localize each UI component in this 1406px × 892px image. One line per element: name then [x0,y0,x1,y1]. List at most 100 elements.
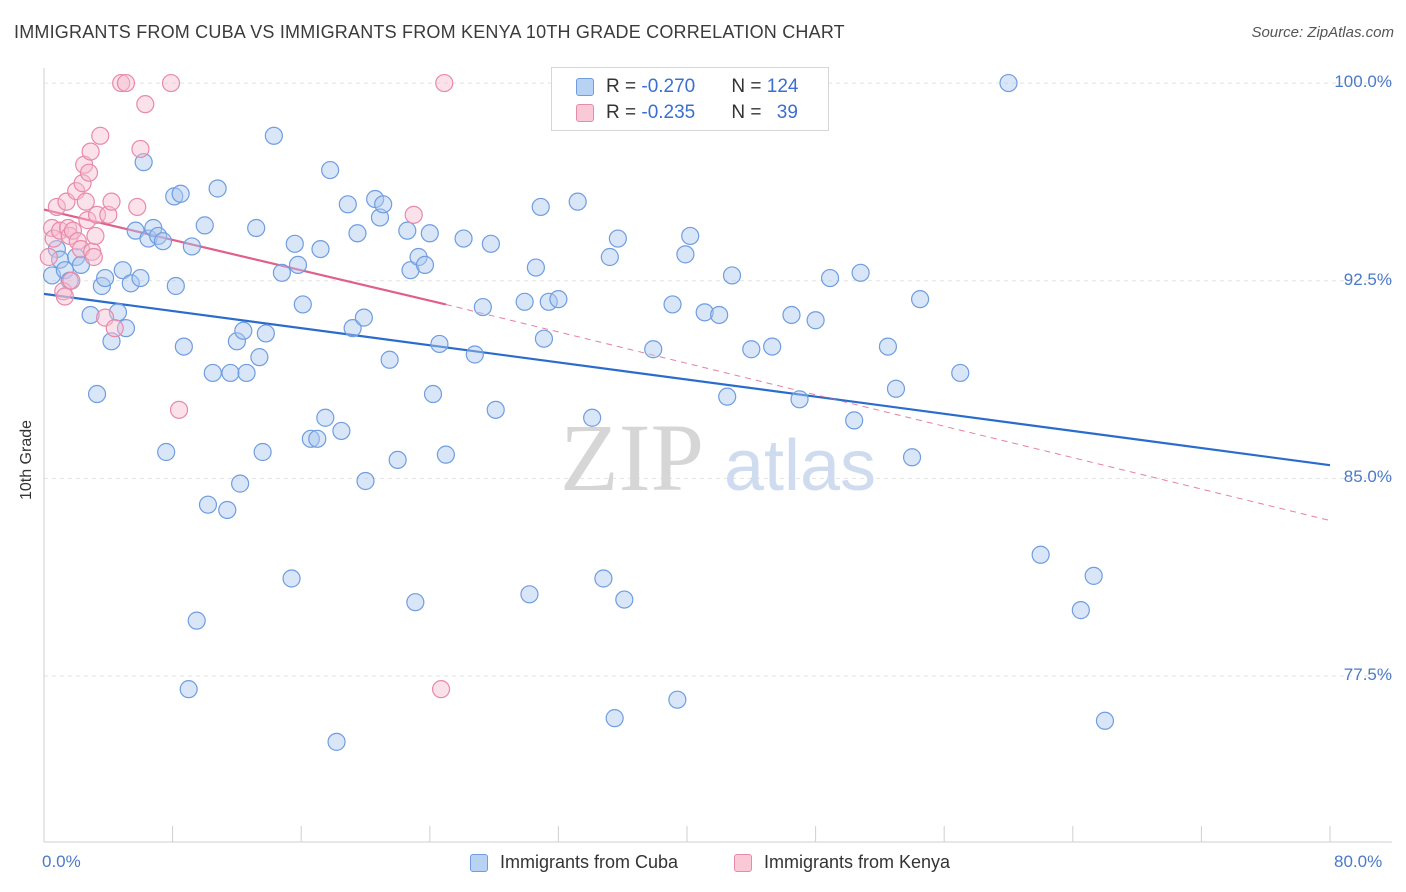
kenya-points [39,73,454,699]
kenya-r-value: -0.235 [641,102,696,123]
cuba-point [218,500,237,520]
legend-kenya-swatch [734,853,752,872]
legend-cuba-swatch [470,853,488,872]
legend-item-kenya: Immigrants from Kenya [734,852,950,873]
cuba-point [644,340,663,359]
cuba-point [910,290,930,309]
cuba-r-value: -0.270 [641,76,696,97]
cuba-point [338,195,357,214]
kenya-point [169,400,189,419]
cuba-point [81,305,100,325]
cuba-point [237,363,256,383]
cuba-point [668,690,687,709]
cuba-point [520,585,539,604]
cuba-point [121,274,140,293]
kenya-n-label: N = [731,102,767,123]
gridlines [44,82,1392,677]
cuba-point [231,474,250,493]
cuba-point [465,345,484,364]
cuba-point [568,192,587,211]
cuba-point [208,179,227,198]
kenya-point [55,287,74,306]
kenya-point [404,205,423,224]
cuba-point [436,445,455,464]
legend-row-cuba: R = -0.270 N = 124 [576,75,798,99]
cuba-point [534,329,554,348]
cuba-point [316,408,335,427]
cuba-point [615,590,634,609]
cuba-point [415,255,435,275]
cuba-point [742,340,761,359]
kenya-point [86,226,105,246]
cuba-point [166,276,185,296]
cuba-point [301,429,320,448]
legend-row-kenya: R = -0.235 N = 39 [576,101,798,125]
cuba-point [1095,711,1115,730]
source-label: Source: ZipAtlas.com [1251,24,1394,41]
cuba-point [1071,601,1090,620]
stats-legend: R = -0.270 N = 124 R = -0.235 N = 39 [551,67,829,131]
cuba-point [406,593,425,612]
kenya-point [102,192,121,211]
cuba-point [398,221,417,240]
cuba-point [583,408,602,427]
cuba-point [87,384,107,404]
cuba-point [851,263,870,282]
kenya-point [105,319,124,338]
cuba-point [247,218,266,238]
cuba-point [234,321,253,340]
cuba-point [348,224,367,243]
cuba-point [676,245,695,264]
kenya-point [81,142,100,161]
cuba-point [695,303,714,322]
cuba-point [221,363,240,383]
cuba-points [42,73,1115,751]
cuba-point [1084,566,1103,585]
cuba-point [250,348,269,367]
cuba-point [608,229,627,248]
cuba-point [722,266,742,285]
cuba-point [149,226,168,246]
kenya-point [84,247,103,267]
cuba-point [420,224,439,243]
kenya-point [78,211,97,230]
x-tick-min: 0.0% [42,852,81,871]
cuba-point [198,495,218,514]
kenya-point [47,197,66,217]
legend-item-cuba: Immigrants from Cuba [470,852,678,873]
kenya-point [62,271,81,290]
cuba-point [195,216,214,235]
cuba-point [763,337,782,356]
cuba-point [1031,545,1050,564]
kenya-point [431,680,451,699]
y-tick-label: 77.5% [1343,664,1392,684]
kenya-point [116,73,136,93]
cuba-point [806,311,825,330]
cuba-point [951,363,970,383]
kenya-trendline [43,208,1331,521]
watermark-atlas: atlas [724,426,876,506]
cuba-point [481,234,500,253]
kenya-r-label: R = [606,102,642,123]
cuba-point [549,290,568,309]
kenya-point [73,174,92,193]
cuba-point [113,261,132,280]
cuba-trend-line [43,292,1331,467]
cuba-point [174,337,193,356]
cuba-point [321,160,340,180]
y-tick-label: 85.0% [1343,467,1392,487]
watermark: ZIP atlas [560,404,876,511]
cuba-point [782,305,801,325]
cuba-point [902,448,922,467]
chart-title: IMMIGRANTS FROM CUBA VS IMMIGRANTS FROM … [14,22,845,42]
cuba-r-label: R = [606,76,642,97]
cuba-point [285,234,304,253]
cuba-point [886,379,906,398]
cuba-point [486,400,505,419]
cuba-point [423,384,443,404]
cuba-point [179,680,198,699]
kenya-swatch [576,104,594,122]
cuba-point [153,232,173,251]
cuba-point [227,332,246,351]
